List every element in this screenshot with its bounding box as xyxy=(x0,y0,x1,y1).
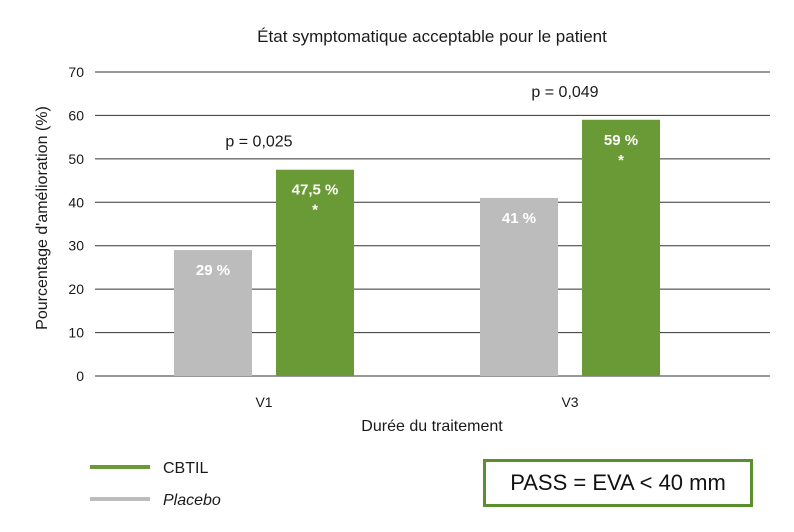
y-tick-label: 10 xyxy=(68,325,84,341)
legend: CBTIL Placebo xyxy=(90,460,221,509)
x-tick-label: V1 xyxy=(255,394,272,410)
bar-value-label: 41 % xyxy=(502,210,536,227)
y-tick-label: 50 xyxy=(68,151,84,167)
x-axis-ticks: V1 V3 xyxy=(255,394,578,410)
legend-label: CBTIL xyxy=(163,460,208,477)
bar xyxy=(174,250,252,376)
y-tick-label: 60 xyxy=(68,107,84,123)
bar xyxy=(480,197,558,376)
y-tick-label: 30 xyxy=(68,238,84,254)
p-value-label: p = 0,049 xyxy=(531,84,598,101)
y-tick-label: 20 xyxy=(68,281,84,297)
y-tick-label: 40 xyxy=(68,194,84,210)
y-axis-label: Pourcentage d'amélioration (%) xyxy=(34,106,51,330)
legend-label: Placebo xyxy=(163,492,221,509)
bar-value-label: 47,5 % xyxy=(292,182,339,199)
significance-asterisk: * xyxy=(618,152,624,169)
bar-value-label: 59 % xyxy=(604,132,638,149)
bars: 29 % 47,5 % * p = 0,025 41 % 59 % * p = 0,049 xyxy=(174,84,660,377)
significance-asterisk: * xyxy=(312,202,318,219)
bar xyxy=(276,169,354,376)
bar-value-label: 29 % xyxy=(196,262,230,279)
p-value-label: p = 0,025 xyxy=(225,134,292,151)
x-tick-label: V3 xyxy=(561,394,578,410)
y-tick-label: 0 xyxy=(76,368,84,384)
pass-threshold-text: PASS = EVA < 40 mm xyxy=(510,470,726,495)
y-axis-ticks: 0 10 20 30 40 50 60 70 xyxy=(68,64,84,384)
x-axis-label: Durée du traitement xyxy=(361,418,503,435)
chart-title: État symptomatique acceptable pour le pa… xyxy=(257,27,607,46)
y-tick-label: 70 xyxy=(68,64,84,80)
bar xyxy=(582,119,660,377)
pass-threshold-note: PASS = EVA < 40 mm xyxy=(483,459,753,507)
